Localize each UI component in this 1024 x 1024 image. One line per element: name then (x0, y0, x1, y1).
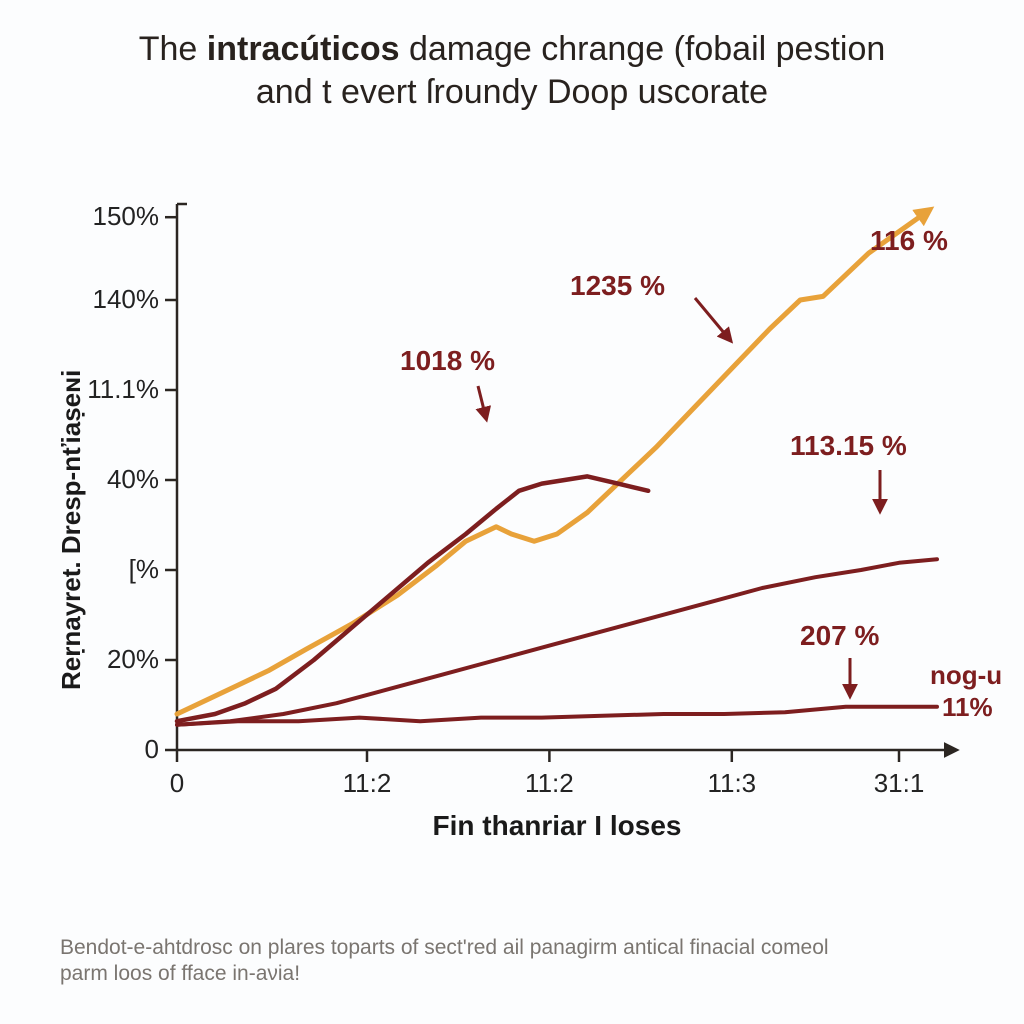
y-tick-label: 40% (69, 464, 159, 495)
y-tick-label: 140% (69, 284, 159, 315)
annotation-arrow (478, 386, 486, 418)
footnote: Bendot-e-ahtdrosc on plares toparts of s… (60, 935, 829, 988)
y-axis-title: Reṛnayret. Dresp-nťiaṣeɴi (56, 370, 87, 690)
x-tick-label: 0 (137, 768, 217, 799)
y-tick-label: 20% (69, 644, 159, 675)
y-tick-label: 11.1% (69, 374, 159, 405)
y-tick-label: 0 (69, 734, 159, 765)
annotation-label: 11% (942, 692, 993, 723)
x-axis-title: Fin thanriar I loses (177, 810, 937, 842)
x-tick-label: 11:3 (692, 768, 772, 799)
annotation-label: 1018 % (400, 345, 495, 377)
annotation-label: 113.15 % (790, 430, 907, 462)
x-tick-label: 31:1 (859, 768, 939, 799)
y-tick-label: [% (69, 554, 159, 585)
annotation-label: 1235 % (570, 270, 665, 302)
line-chart (0, 0, 1024, 1024)
annotation-arrow (695, 298, 730, 340)
annotation-label: nog-u (930, 660, 1002, 691)
annotation-label: 116 % (870, 225, 948, 257)
y-tick-label: 150% (69, 201, 159, 232)
page: The intracúticos damage chrange (fobail … (0, 0, 1024, 1024)
series-maroon_low (177, 707, 937, 725)
annotation-label: 207 % (800, 620, 879, 652)
x-tick-label: 11:2 (509, 768, 589, 799)
x-tick-label: 11:2 (327, 768, 407, 799)
